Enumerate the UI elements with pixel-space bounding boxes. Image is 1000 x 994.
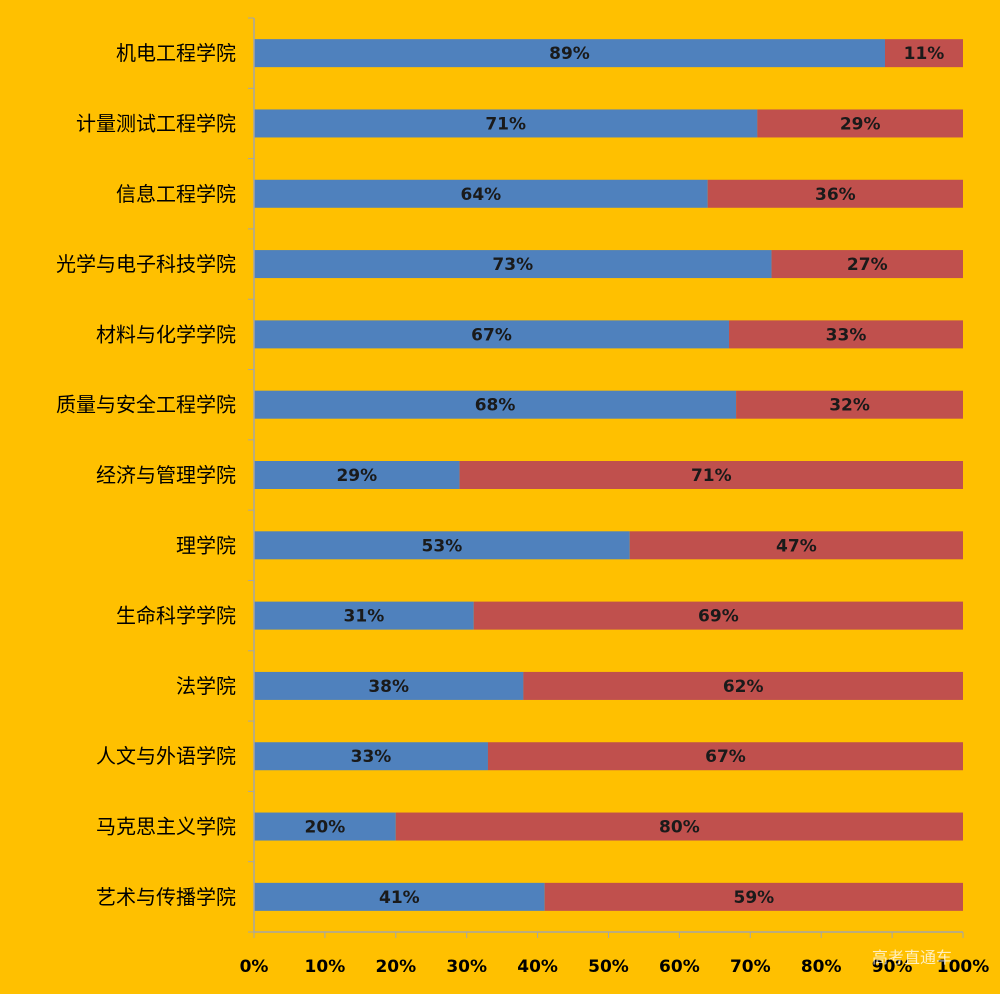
x-tick-label: 40% (517, 957, 558, 977)
data-label-series1: 53% (422, 536, 463, 556)
bar-segment-series2 (729, 320, 963, 349)
watermark-text: 高考直通车 (872, 948, 952, 967)
category-label: 质量与安全工程学院 (56, 393, 236, 417)
bar-segment-series2 (757, 109, 963, 138)
bar-segment-series2 (885, 39, 963, 68)
x-tick-label: 90% (872, 957, 913, 977)
data-label-series2: 29% (840, 114, 881, 134)
bar-segment-series2 (707, 179, 963, 208)
bar-segment-series1 (254, 531, 630, 560)
bar-segment-series1 (254, 742, 488, 771)
bar-segment-series1 (254, 250, 772, 279)
data-label-series2: 27% (847, 255, 888, 275)
bar-segment-series2 (523, 671, 963, 700)
bar-segment-series1 (254, 671, 524, 700)
category-label: 理学院 (176, 533, 236, 557)
bar-segment-series2 (736, 390, 963, 419)
bar-segment-series2 (629, 531, 963, 560)
bar-segment-series2 (771, 250, 963, 279)
labels-layer: 89% 11% 机电工程学院 71% 29% 计量测试工程学院 64% 36% 信息工程学院 73… (56, 41, 989, 977)
data-label-series2: 11% (904, 44, 945, 64)
category-label: 信息工程学院 (116, 182, 236, 206)
category-label: 机电工程学院 (116, 41, 236, 65)
data-label-series1: 33% (351, 747, 392, 767)
x-tick-label: 50% (588, 957, 629, 977)
bar-segment-series1 (254, 320, 730, 349)
category-label: 人文与外语学院 (96, 744, 236, 768)
x-tick-label: 10% (305, 957, 346, 977)
category-label: 光学与电子科技学院 (56, 252, 236, 276)
data-label-series2: 80% (659, 818, 700, 838)
data-label-series2: 62% (723, 677, 764, 697)
data-label-series1: 68% (475, 396, 516, 416)
bar-segment-series1 (254, 461, 460, 489)
bar-segment-series1 (254, 812, 396, 841)
data-label-series1: 38% (368, 677, 409, 697)
x-tick-label: 70% (730, 957, 771, 977)
data-label-series1: 89% (549, 44, 590, 64)
data-label-series2: 59% (733, 888, 774, 908)
bar-segment-series1 (254, 109, 758, 138)
data-label-series1: 31% (344, 607, 385, 627)
data-label-series2: 67% (705, 747, 746, 767)
data-label-series2: 47% (776, 536, 817, 556)
bar-segment-series1 (254, 390, 737, 419)
x-tick-label: 80% (801, 957, 842, 977)
x-tick-label: 20% (375, 957, 416, 977)
data-label-series1: 41% (379, 888, 420, 908)
data-label-series1: 73% (492, 255, 533, 275)
bar-segment-series2 (544, 882, 963, 911)
category-label: 计量测试工程学院 (76, 111, 236, 135)
category-label: 法学院 (176, 674, 236, 698)
data-label-series2: 36% (815, 185, 856, 205)
category-label: 马克思主义学院 (96, 815, 236, 839)
data-label-series1: 64% (461, 185, 502, 205)
data-label-series2: 33% (826, 325, 867, 345)
axis-layer (248, 17, 964, 938)
category-label: 艺术与传播学院 (96, 885, 236, 909)
x-tick-label: 30% (446, 957, 487, 977)
x-tick-label: 0% (240, 957, 269, 977)
category-label: 生命科学学院 (116, 604, 236, 628)
bar-segment-series1 (254, 601, 474, 630)
data-label-series2: 69% (698, 607, 739, 627)
data-label-series1: 71% (485, 114, 526, 134)
x-tick-label: 60% (659, 957, 700, 977)
data-label-series2: 32% (829, 396, 870, 416)
bar-segment-series1 (254, 39, 886, 68)
x-tick-label: 100% (937, 957, 990, 977)
data-label-series1: 67% (471, 325, 512, 345)
bar-segment-series2 (487, 742, 963, 771)
category-label: 经济与管理学院 (96, 463, 236, 487)
bars-layer (254, 39, 963, 911)
data-label-series1: 20% (305, 818, 346, 838)
bar-segment-series2 (459, 461, 963, 489)
bar-segment-series2 (395, 812, 963, 841)
data-label-series2: 71% (691, 466, 732, 486)
category-label: 材料与化学学院 (96, 322, 236, 346)
bar-segment-series1 (254, 882, 545, 911)
data-label-series1: 29% (336, 466, 377, 486)
bar-segment-series1 (254, 179, 708, 208)
bar-segment-series2 (473, 601, 963, 630)
